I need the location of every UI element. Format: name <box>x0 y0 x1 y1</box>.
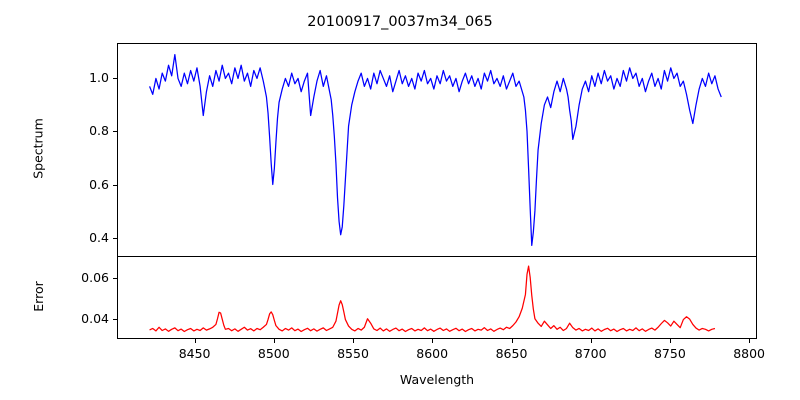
spectrum-ytick <box>113 184 117 186</box>
xtick <box>194 339 196 343</box>
error-yticklabel: 0.04 <box>81 311 109 327</box>
error-ytick <box>113 277 117 279</box>
spectrum-ytick <box>113 131 117 133</box>
xticklabel: 8550 <box>337 346 369 361</box>
error-ytick <box>113 319 117 321</box>
xticklabel: 8750 <box>653 346 686 361</box>
spectrum-yticklabel: 0.8 <box>89 123 109 139</box>
xtick <box>273 339 275 343</box>
xtick <box>669 339 671 343</box>
spectrum-ytick <box>113 238 117 240</box>
xticklabel: 8500 <box>257 346 290 361</box>
xtick <box>353 339 355 343</box>
error-line-series <box>118 257 756 338</box>
error-yticklabel: 0.06 <box>81 269 109 285</box>
x-axis-label: Wavelength <box>399 372 475 387</box>
xticklabel: 8800 <box>733 346 765 361</box>
xticklabel: 8700 <box>574 346 607 361</box>
spectrum-yticklabel: 0.6 <box>89 176 109 192</box>
xtick <box>590 339 592 343</box>
spectrum-line-series <box>118 44 756 256</box>
error-panel <box>117 256 757 339</box>
error-axis-label: Error <box>30 280 46 312</box>
spectrum-yticklabel: 1.0 <box>89 69 109 85</box>
xtick <box>432 339 434 343</box>
xticklabel: 8600 <box>416 346 449 361</box>
xtick <box>749 339 751 343</box>
spectrum-panel <box>117 43 757 257</box>
spectrum-yticklabel: 0.4 <box>89 230 109 246</box>
spectrum-axis-label: Spectrum <box>30 118 46 179</box>
spectrum-ytick <box>113 77 117 79</box>
xticklabel: 8450 <box>178 346 211 361</box>
chart-title: 20100917_0037m34_065 <box>307 14 493 30</box>
xticklabel: 8650 <box>495 346 528 361</box>
xtick <box>511 339 513 343</box>
